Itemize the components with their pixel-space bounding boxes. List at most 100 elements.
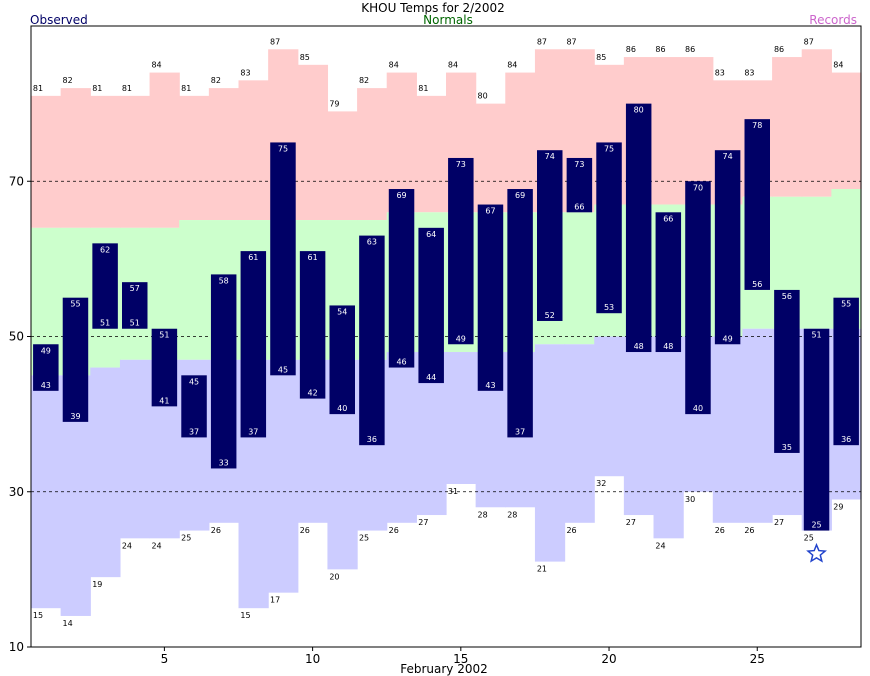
record-low-band bbox=[268, 359, 299, 593]
observed-low-label: 46 bbox=[396, 358, 406, 367]
observed-low-label: 35 bbox=[782, 443, 792, 452]
record-high-label: 80 bbox=[478, 92, 488, 101]
observed-bar bbox=[803, 328, 830, 531]
x-tick-label: 15 bbox=[453, 652, 468, 666]
record-high-label: 83 bbox=[715, 68, 725, 77]
observed-high-label: 49 bbox=[41, 346, 51, 355]
record-low-label: 26 bbox=[715, 526, 725, 535]
record-high-label: 87 bbox=[804, 37, 814, 46]
record-high-label: 86 bbox=[774, 45, 784, 54]
observed-low-label: 37 bbox=[248, 427, 258, 436]
record-high-band bbox=[831, 72, 862, 190]
normal-band bbox=[564, 212, 595, 345]
observed-low-label: 42 bbox=[308, 389, 318, 398]
observed-low-label: 56 bbox=[752, 280, 762, 289]
observed-low-label: 49 bbox=[723, 334, 733, 343]
record-low-label: 30 bbox=[685, 495, 695, 504]
observed-low-label: 48 bbox=[663, 342, 673, 351]
observed-high-label: 73 bbox=[456, 160, 466, 169]
record-high-label: 82 bbox=[359, 76, 369, 85]
record-high-band bbox=[683, 57, 714, 205]
record-high-label: 83 bbox=[240, 68, 250, 77]
observed-high-label: 78 bbox=[752, 121, 762, 130]
record-low-label: 20 bbox=[329, 572, 339, 581]
record-low-label: 25 bbox=[804, 534, 814, 543]
record-low-label: 26 bbox=[389, 526, 399, 535]
observed-high-label: 74 bbox=[723, 152, 733, 161]
record-low-band bbox=[564, 344, 595, 523]
observed-bar bbox=[566, 157, 593, 213]
observed-bar bbox=[448, 157, 474, 345]
observed-bar bbox=[388, 189, 415, 368]
record-high-band bbox=[179, 95, 210, 221]
record-high-label: 86 bbox=[626, 45, 636, 54]
y-tick-label: 70 bbox=[9, 174, 24, 188]
record-low-label: 24 bbox=[655, 541, 665, 550]
observed-high-label: 69 bbox=[396, 191, 406, 200]
record-low-label: 27 bbox=[774, 518, 784, 527]
record-low-band bbox=[90, 367, 121, 578]
x-tick-label: 25 bbox=[750, 652, 765, 666]
observed-high-label: 75 bbox=[278, 144, 288, 153]
observed-low-label: 52 bbox=[545, 311, 555, 320]
observed-bar bbox=[833, 297, 859, 446]
observed-high-label: 55 bbox=[70, 300, 80, 309]
observed-low-label: 36 bbox=[367, 435, 377, 444]
record-high-band bbox=[119, 95, 151, 228]
observed-bar bbox=[329, 305, 355, 415]
observed-low-label: 51 bbox=[130, 319, 140, 328]
observed-high-label: 58 bbox=[219, 276, 229, 285]
record-high-label: 82 bbox=[63, 76, 73, 85]
chart-title: KHOU Temps for 2/2002 bbox=[361, 1, 505, 15]
observed-low-label: 43 bbox=[485, 381, 495, 390]
record-high-label: 85 bbox=[596, 53, 606, 62]
record-high-band bbox=[208, 88, 240, 221]
observed-bar bbox=[33, 344, 59, 391]
record-high-band bbox=[772, 57, 803, 197]
record-high-label: 85 bbox=[300, 53, 310, 62]
observed-bar bbox=[210, 274, 237, 469]
record-low-label: 24 bbox=[122, 541, 132, 550]
record-low-label: 25 bbox=[359, 534, 369, 543]
observed-low-label: 49 bbox=[456, 334, 466, 343]
observed-low-label: 48 bbox=[634, 342, 644, 351]
record-low-label: 17 bbox=[270, 596, 280, 605]
observed-low-label: 43 bbox=[41, 381, 51, 390]
observed-bar bbox=[714, 150, 741, 345]
plot-area: 49 43 55 39 62 51 57 51 51 41 45 37 58 33 61 37 75 45 61 42… bbox=[9, 25, 862, 666]
record-high-label: 81 bbox=[33, 84, 43, 93]
record-high-label: 84 bbox=[389, 61, 399, 70]
record-low-label: 32 bbox=[596, 479, 606, 488]
record-low-label: 15 bbox=[240, 611, 250, 620]
observed-high-label: 61 bbox=[248, 253, 258, 262]
observed-bar bbox=[181, 375, 207, 438]
observed-bar bbox=[270, 142, 296, 376]
record-high-label: 81 bbox=[181, 84, 191, 93]
record-low-label: 24 bbox=[151, 541, 161, 550]
record-high-label: 82 bbox=[211, 76, 221, 85]
record-high-band bbox=[653, 57, 684, 205]
observed-low-label: 40 bbox=[693, 404, 703, 413]
record-low-label: 19 bbox=[92, 580, 102, 589]
normal-band bbox=[801, 196, 832, 329]
observed-bar bbox=[625, 103, 652, 353]
observed-low-label: 33 bbox=[219, 458, 229, 467]
record-low-label: 26 bbox=[566, 526, 576, 535]
record-low-band bbox=[623, 336, 655, 516]
observed-low-label: 25 bbox=[811, 521, 821, 530]
observed-bar bbox=[507, 189, 533, 438]
record-high-label: 86 bbox=[685, 45, 695, 54]
record-high-label: 87 bbox=[537, 37, 547, 46]
record-high-label: 86 bbox=[655, 45, 665, 54]
record-high-band bbox=[60, 88, 91, 228]
record-low-label: 28 bbox=[478, 510, 488, 519]
record-high-label: 83 bbox=[744, 68, 754, 77]
record-low-label: 21 bbox=[537, 565, 547, 574]
legend-observed: Observed bbox=[30, 13, 88, 27]
x-tick-label: 20 bbox=[601, 652, 616, 666]
record-high-label: 87 bbox=[270, 37, 280, 46]
legend-normals: Normals bbox=[423, 13, 473, 27]
observed-high-label: 80 bbox=[634, 106, 644, 115]
observed-low-label: 37 bbox=[189, 427, 199, 436]
